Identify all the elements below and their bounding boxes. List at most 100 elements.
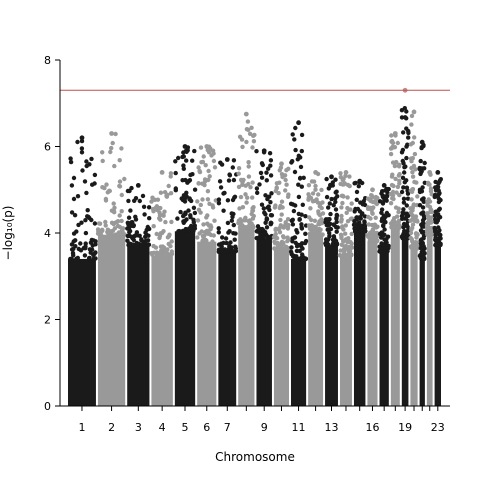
data-point [374,225,379,230]
data-point [388,201,394,206]
data-point [227,229,232,234]
data-point [324,176,329,182]
data-point [219,246,224,251]
chromosome-3-points [125,183,152,406]
data-point [413,214,419,219]
data-point [433,179,438,185]
chromosome-10-dense-points [273,248,289,406]
data-point [109,220,115,225]
data-point [309,230,315,235]
data-point [87,162,92,167]
data-point [192,148,197,154]
data-point [284,168,289,173]
data-point [225,220,231,226]
chromosome-14-points [337,170,355,406]
data-point [79,138,85,144]
data-point [144,232,149,238]
data-point [93,239,98,244]
data-point [327,234,332,239]
data-point [408,210,414,215]
data-point [204,215,209,220]
data-point [133,217,139,222]
data-point [68,256,73,262]
data-point [293,147,298,153]
data-point [397,162,402,167]
data-point [276,190,281,196]
data-point [216,201,222,206]
data-point [425,203,430,208]
data-point [382,227,387,232]
data-point [433,229,438,234]
data-point [303,231,308,236]
data-point [216,226,221,231]
data-point [277,230,283,235]
data-point [76,246,82,252]
data-point [303,214,308,219]
data-point [201,235,206,240]
data-point [168,174,173,179]
data-point [181,150,186,155]
data-point [349,231,354,237]
data-point [267,151,273,156]
chromosome-1-points [68,135,98,406]
chromosome-9-points [254,148,275,406]
data-point [119,146,124,151]
data-point [173,159,178,164]
data-point [339,213,344,219]
peak-point [343,170,349,175]
data-point [401,161,406,166]
data-point [140,193,146,199]
data-point [410,216,415,221]
data-point [427,199,433,204]
data-point [346,236,351,241]
data-point [290,217,295,222]
data-point [419,145,424,151]
x-axis-label: Chromosome [215,450,295,464]
data-point [268,200,273,205]
data-point [344,246,350,251]
data-point [349,252,354,257]
data-point [84,159,89,164]
data-point [408,230,414,236]
data-point [392,163,398,169]
data-point [225,198,231,203]
data-point [428,189,434,194]
data-point [218,185,224,190]
data-point [424,229,430,234]
chromosome-21-points [417,139,427,406]
data-point [343,173,348,179]
data-point [122,176,127,182]
data-point [87,255,92,261]
data-point [236,220,241,226]
x-tick-label: 16 [365,421,379,434]
data-point [93,256,98,261]
data-point [285,235,290,240]
data-point [205,189,211,194]
data-point [232,194,238,199]
chromosome-13-points [323,174,340,406]
data-point [264,178,269,183]
data-point [151,250,156,255]
data-point [339,225,345,230]
data-point [254,229,259,234]
data-point [354,197,359,202]
data-point [166,183,171,189]
data-point [316,209,321,214]
data-point [397,223,402,228]
data-point [429,209,434,215]
chromosome-16-points [365,187,380,406]
data-point [298,164,304,170]
data-point [378,246,383,251]
data-point [175,216,180,221]
data-point [189,227,195,233]
data-point [169,239,174,244]
data-point [153,245,159,250]
data-point [370,211,375,216]
data-point [390,140,396,146]
data-point [155,197,161,202]
data-point [75,255,81,261]
data-point [169,219,174,225]
chromosome-8-points [236,111,257,406]
data-point [409,113,415,119]
data-point [184,149,189,154]
